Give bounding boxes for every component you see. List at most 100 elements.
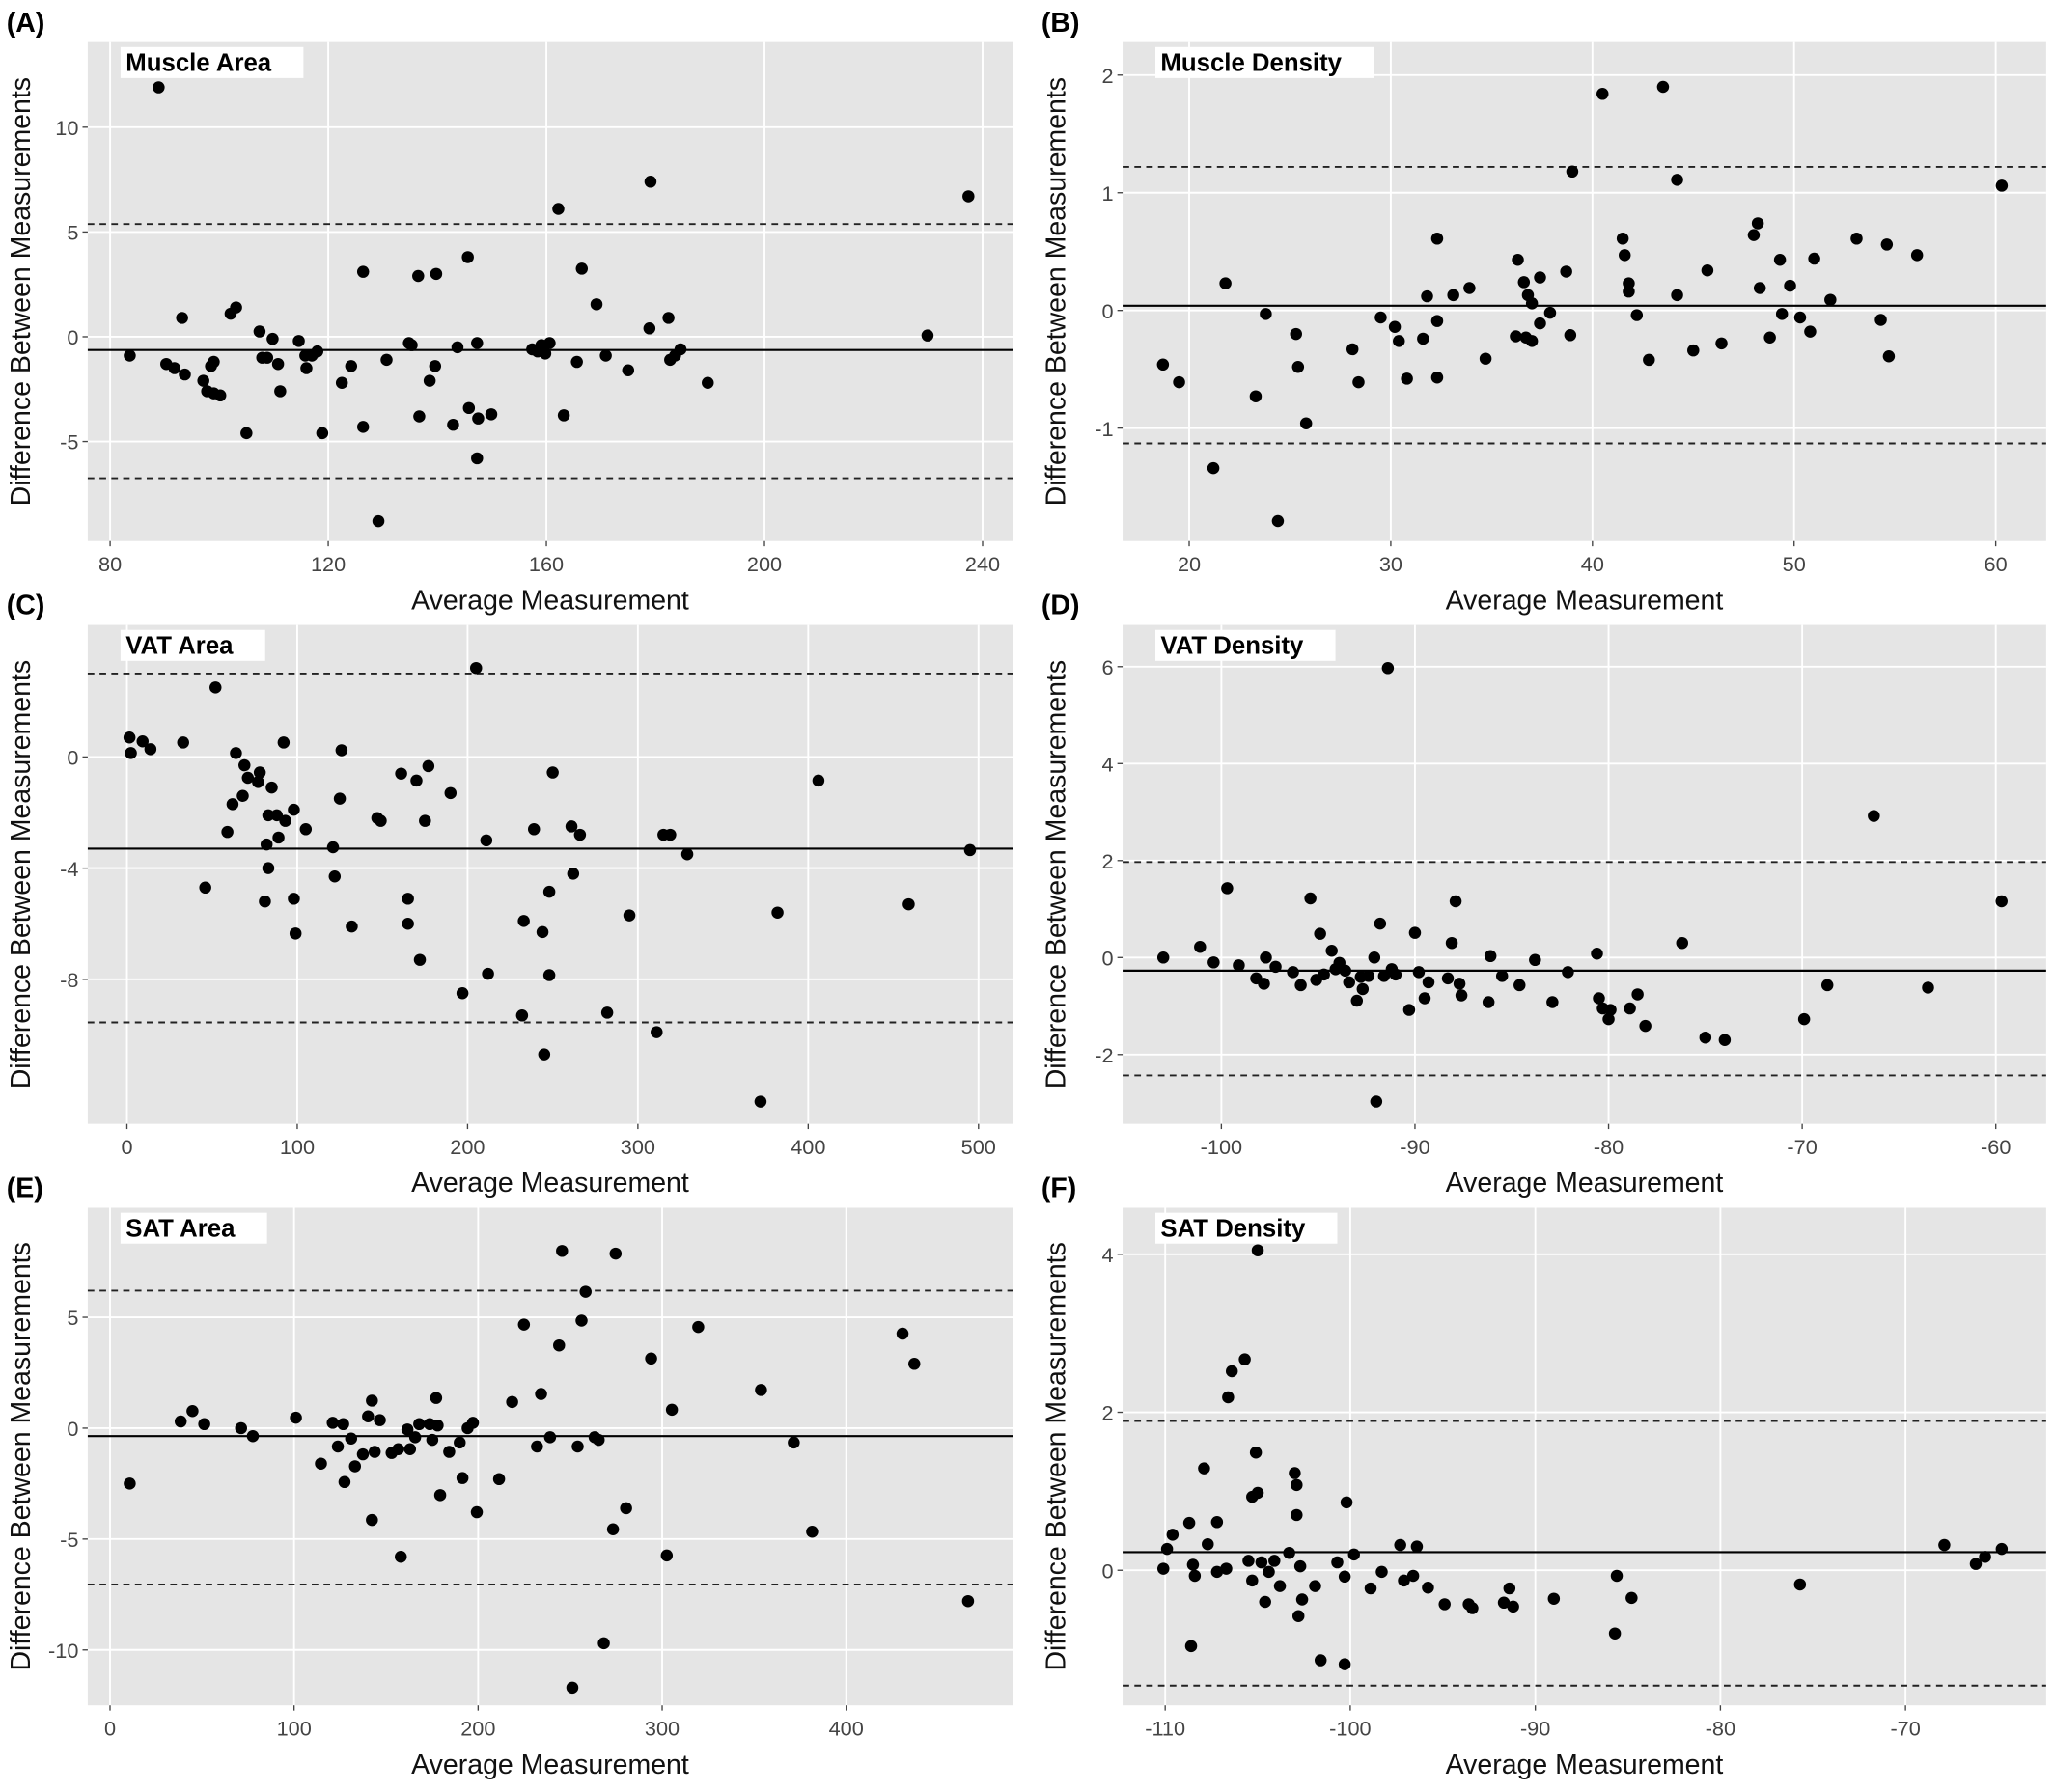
- data-point: [1173, 375, 1185, 389]
- data-point: [1560, 265, 1572, 278]
- y-tick-label: 1: [1101, 181, 1113, 206]
- data-point: [1222, 1391, 1235, 1404]
- data-point: [1438, 1598, 1451, 1611]
- title-background: [120, 629, 265, 661]
- data-point: [262, 809, 275, 822]
- data-point: [471, 452, 484, 465]
- data-point: [1517, 276, 1531, 289]
- data-point: [1289, 1467, 1301, 1479]
- data-point: [209, 681, 222, 694]
- data-point: [961, 1594, 975, 1608]
- data-point: [1339, 964, 1351, 978]
- data-point: [1225, 1365, 1238, 1378]
- data-point: [1186, 1558, 1200, 1571]
- data-point: [1534, 317, 1546, 330]
- data-point: [410, 774, 423, 787]
- data-point: [221, 825, 234, 839]
- data-point: [265, 781, 278, 794]
- data-point: [1156, 358, 1170, 372]
- panel: -2 0 2 4 6 -100 -90 -80 -70 -60 VAT Density (D) Aver…: [1041, 591, 2046, 1199]
- panel-title: VAT Area: [125, 632, 234, 659]
- data-point: [674, 343, 687, 356]
- x-tick-label: 300: [621, 1135, 655, 1159]
- plot-background: [87, 41, 1013, 541]
- data-point: [1591, 948, 1603, 960]
- y-tick-label: 0: [1101, 946, 1113, 970]
- data-point: [1619, 249, 1631, 262]
- data-point: [1453, 978, 1466, 990]
- data-point: [168, 362, 180, 374]
- data-point: [543, 337, 556, 349]
- data-point: [1753, 282, 1766, 294]
- data-point: [1338, 1570, 1351, 1584]
- data-point: [1623, 285, 1635, 298]
- data-point: [1449, 895, 1462, 908]
- plot-background: [87, 624, 1013, 1124]
- x-tick-label: 120: [311, 552, 346, 576]
- data-point: [1287, 966, 1299, 979]
- data-point: [1687, 344, 1700, 357]
- data-point: [433, 1489, 447, 1502]
- x-tick-label: 200: [460, 1716, 495, 1740]
- data-point: [277, 736, 291, 749]
- data-point: [124, 349, 136, 362]
- data-point: [1507, 1600, 1519, 1613]
- data-point: [1418, 992, 1431, 1005]
- data-point: [606, 1523, 620, 1535]
- x-tick-label: 160: [529, 552, 564, 576]
- data-point: [177, 736, 189, 749]
- data-point: [1182, 1516, 1196, 1530]
- data-point: [186, 1405, 199, 1418]
- data-point: [337, 1418, 349, 1431]
- y-tick-label: 0: [1101, 1558, 1113, 1583]
- data-point: [1543, 306, 1557, 319]
- panel-label: (D): [1041, 591, 1080, 621]
- data-point: [680, 847, 694, 861]
- data-point: [426, 1433, 439, 1447]
- data-point: [644, 176, 657, 188]
- data-point: [515, 1009, 529, 1022]
- data-point: [1995, 895, 2008, 908]
- data-point: [1260, 951, 1272, 964]
- data-point: [1260, 308, 1272, 320]
- data-point: [1784, 279, 1796, 292]
- data-point: [553, 1338, 566, 1352]
- x-tick-label: -80: [1594, 1135, 1624, 1159]
- data-point: [1283, 1546, 1295, 1559]
- data-point: [1510, 330, 1522, 343]
- data-point: [1255, 1556, 1268, 1569]
- data-point: [1406, 1569, 1420, 1583]
- x-axis-label: Average Measurement: [1446, 1168, 1724, 1199]
- data-point: [1441, 972, 1455, 985]
- data-point: [506, 1395, 518, 1409]
- data-point: [1773, 254, 1787, 266]
- data-point: [136, 735, 149, 748]
- panel: -8 -4 0 0 100 200 300 400 500 VAT Area (C) Average …: [6, 591, 1013, 1199]
- data-point: [1347, 1548, 1360, 1561]
- data-point: [292, 335, 305, 347]
- data-point: [1631, 988, 1644, 1001]
- data-point: [665, 1403, 679, 1417]
- data-point: [326, 1417, 339, 1429]
- data-point: [328, 870, 342, 883]
- plot-background: [1123, 41, 2046, 541]
- data-point: [962, 190, 975, 203]
- data-point: [316, 427, 329, 440]
- data-point: [470, 1505, 484, 1519]
- data-point: [1824, 293, 1837, 306]
- panel-title: SAT Density: [1160, 1215, 1306, 1242]
- data-point: [1242, 1555, 1255, 1567]
- data-point: [566, 1681, 579, 1695]
- x-tick-label: -80: [1706, 1716, 1735, 1740]
- x-tick-label: 100: [277, 1716, 312, 1740]
- data-point: [1534, 271, 1546, 284]
- panel-label: (B): [1041, 8, 1080, 39]
- data-point: [1374, 311, 1387, 324]
- data-point: [226, 798, 239, 811]
- data-point: [230, 301, 242, 314]
- data-point: [1430, 371, 1444, 384]
- data-point: [1314, 927, 1326, 940]
- data-point: [1304, 892, 1317, 905]
- data-point: [253, 325, 266, 338]
- data-point: [454, 1436, 466, 1449]
